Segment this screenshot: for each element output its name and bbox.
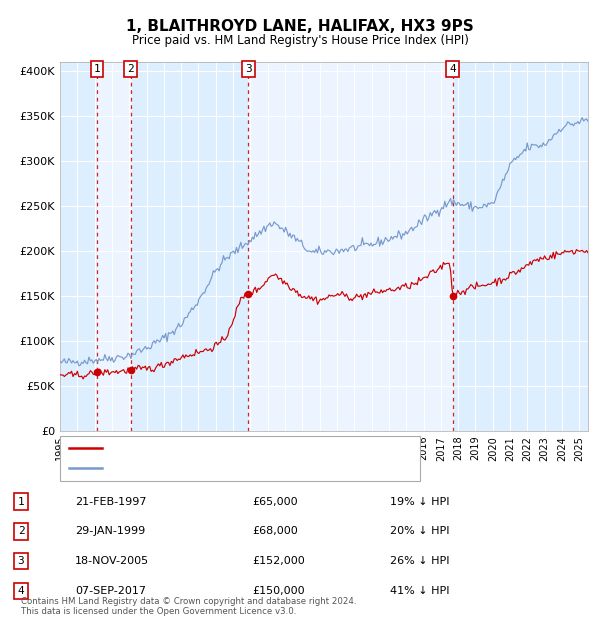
Text: HPI: Average price, detached house, Calderdale: HPI: Average price, detached house, Cald… [108,463,357,473]
Bar [97,62,131,431]
Text: Contains HM Land Registry data © Crown copyright and database right 2024.: Contains HM Land Registry data © Crown c… [21,597,356,606]
Text: 07-SEP-2017: 07-SEP-2017 [75,586,146,596]
Text: £65,000: £65,000 [252,497,298,507]
Text: 3: 3 [17,556,25,566]
Text: This data is licensed under the Open Government Licence v3.0.: This data is licensed under the Open Gov… [21,607,296,616]
Text: £68,000: £68,000 [252,526,298,536]
Text: 29-JAN-1999: 29-JAN-1999 [75,526,145,536]
Text: 26% ↓ HPI: 26% ↓ HPI [390,556,449,566]
Text: 21-FEB-1997: 21-FEB-1997 [75,497,146,507]
Text: 2: 2 [17,526,25,536]
Text: 18-NOV-2005: 18-NOV-2005 [75,556,149,566]
Text: 41% ↓ HPI: 41% ↓ HPI [390,586,449,596]
Text: 4: 4 [449,64,456,74]
Text: 1: 1 [17,497,25,507]
Text: 3: 3 [245,64,252,74]
Text: 2: 2 [127,64,134,74]
Text: 20% ↓ HPI: 20% ↓ HPI [390,526,449,536]
Text: 1, BLAITHROYD LANE, HALIFAX, HX3 9PS (detached house): 1, BLAITHROYD LANE, HALIFAX, HX3 9PS (de… [108,443,413,453]
Text: 19% ↓ HPI: 19% ↓ HPI [390,497,449,507]
Text: £150,000: £150,000 [252,586,305,596]
Text: 1, BLAITHROYD LANE, HALIFAX, HX3 9PS: 1, BLAITHROYD LANE, HALIFAX, HX3 9PS [126,19,474,33]
Text: Price paid vs. HM Land Registry's House Price Index (HPI): Price paid vs. HM Land Registry's House … [131,34,469,47]
Text: 1: 1 [94,64,100,74]
Text: 4: 4 [17,586,25,596]
Text: £152,000: £152,000 [252,556,305,566]
Bar [248,62,452,431]
